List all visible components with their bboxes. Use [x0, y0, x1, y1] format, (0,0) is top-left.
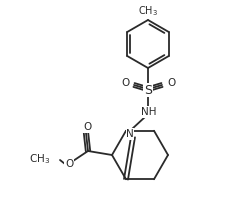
- Text: O: O: [65, 159, 73, 169]
- Text: O: O: [121, 78, 129, 88]
- Text: O: O: [167, 78, 175, 88]
- Text: NH: NH: [141, 107, 157, 117]
- Text: N: N: [126, 129, 134, 139]
- Text: S: S: [144, 84, 152, 97]
- Text: CH$_3$: CH$_3$: [138, 4, 158, 18]
- Text: CH$_3$: CH$_3$: [29, 152, 50, 166]
- Text: O: O: [83, 122, 91, 132]
